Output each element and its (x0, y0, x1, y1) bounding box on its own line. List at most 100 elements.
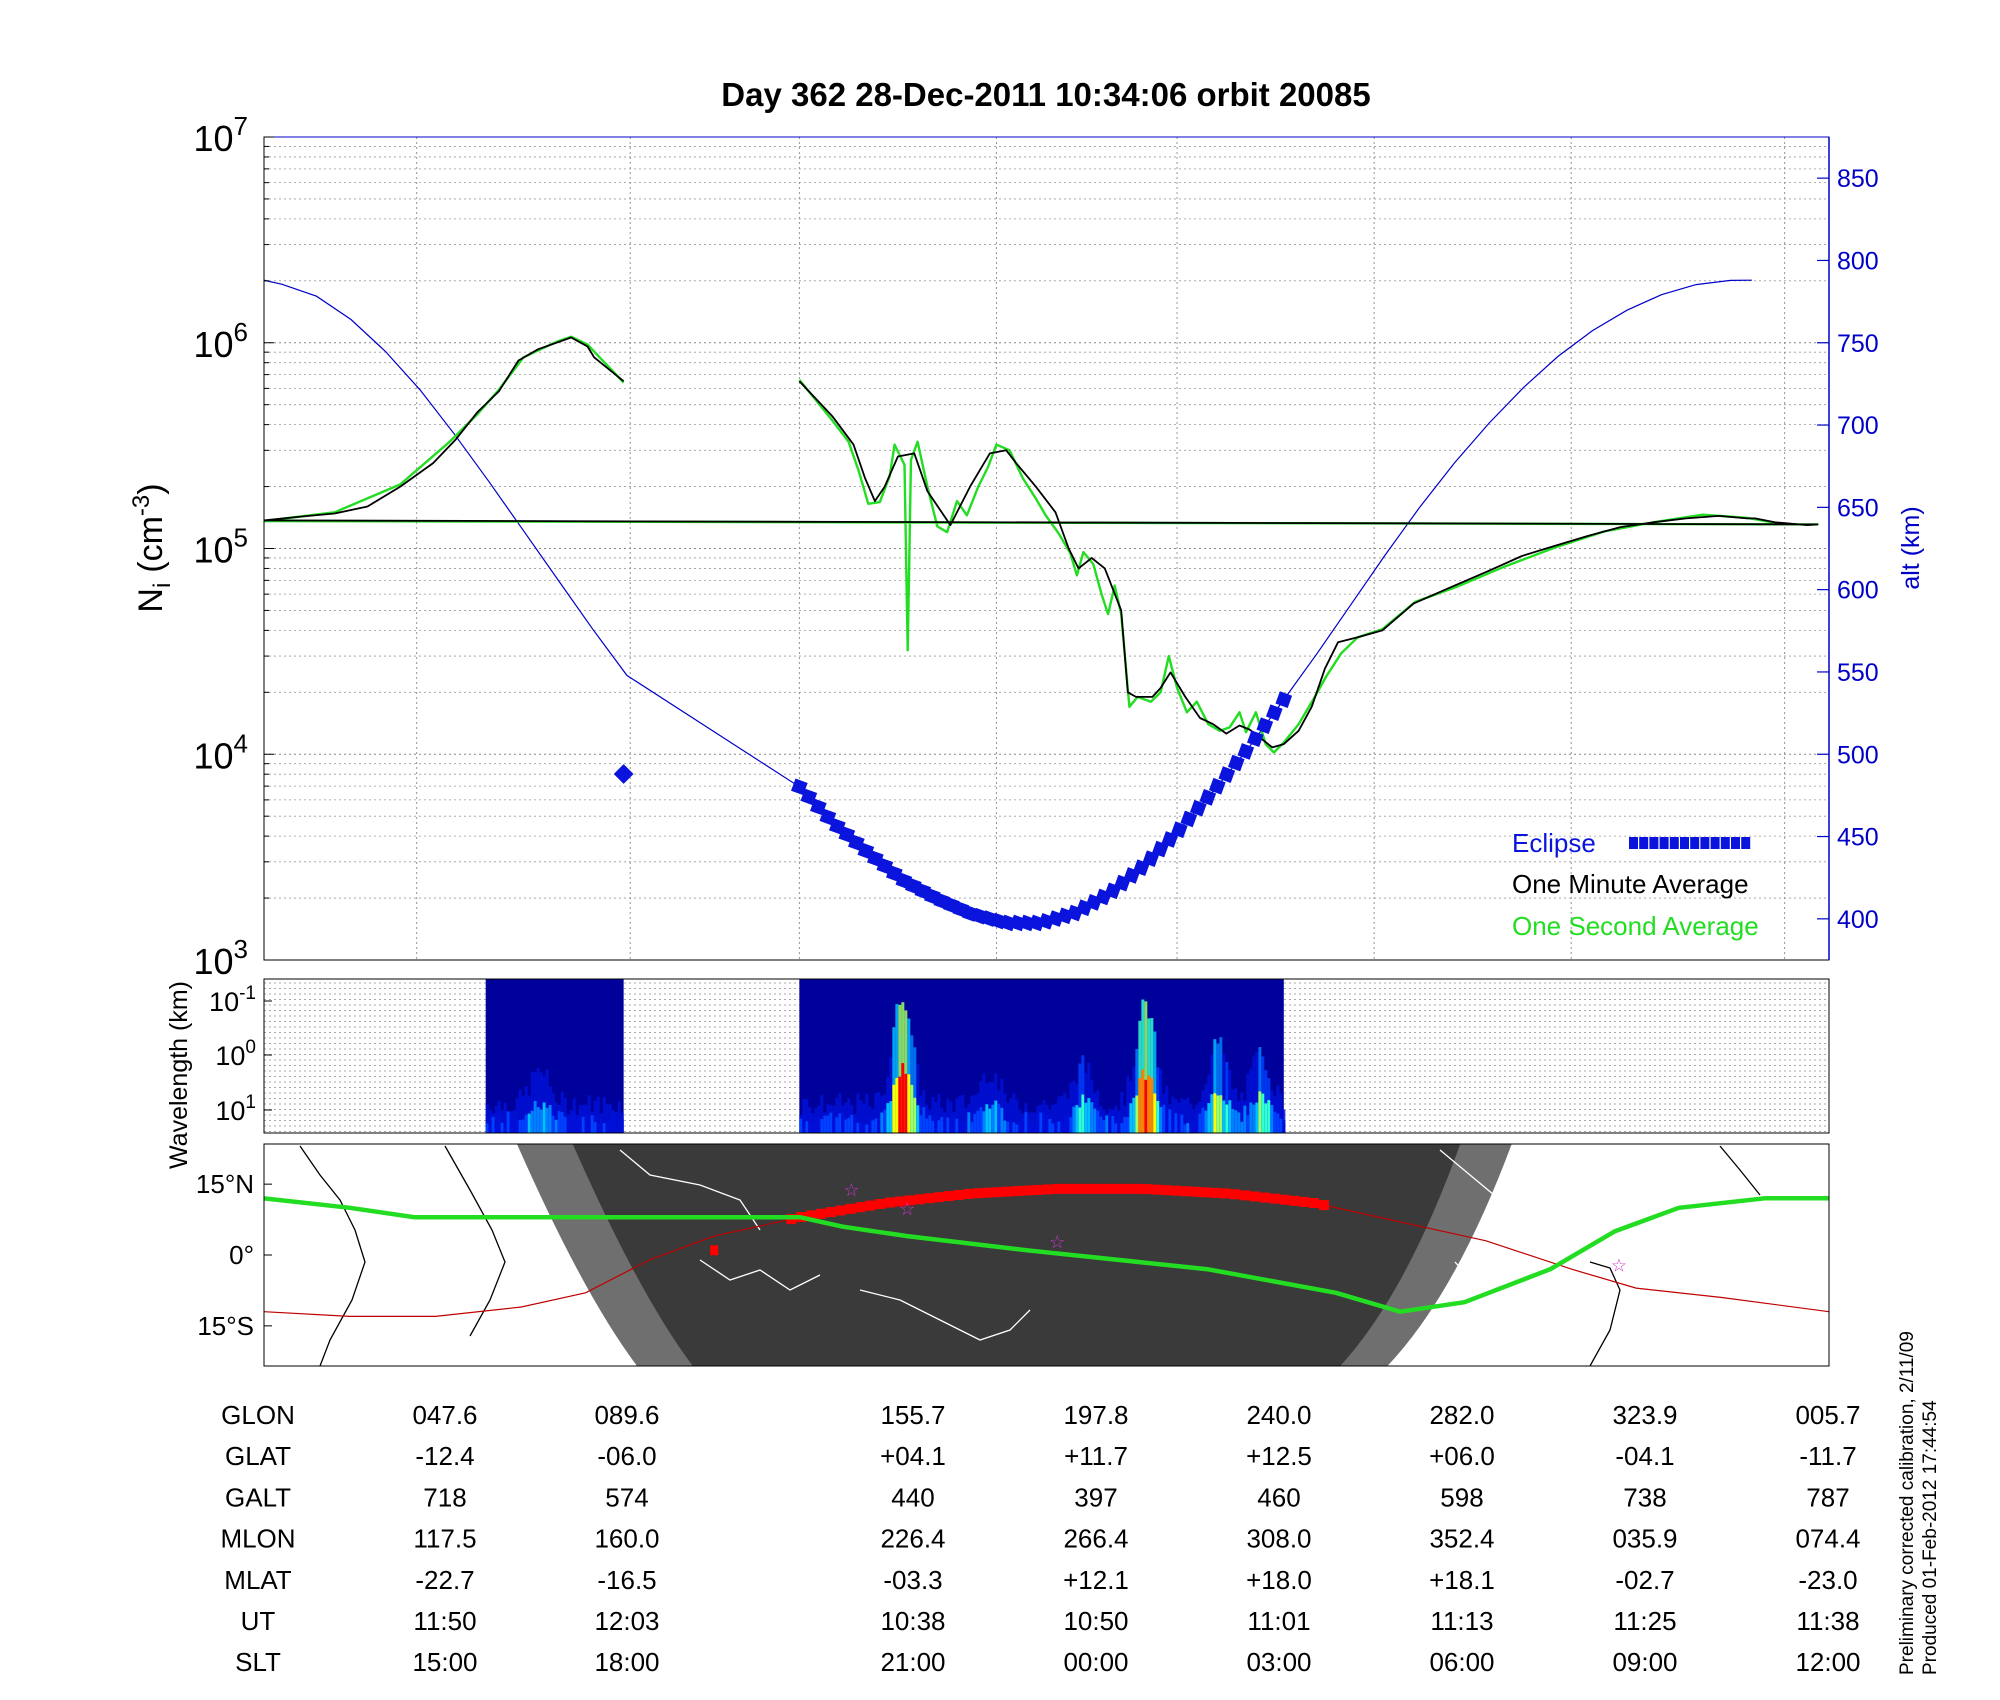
spectrogram-column-core (1252, 1104, 1256, 1133)
spectrogram-column-core (1150, 1077, 1154, 1133)
spectrogram-column-core (488, 1117, 492, 1133)
density-y-axis-label: Ni (cm-3) (128, 483, 176, 612)
table-cell: 11:01 (1247, 1606, 1310, 1636)
spectrogram-column (946, 1098, 950, 1133)
legend-eclipse-marker (1669, 837, 1679, 849)
spectrogram-column-core (820, 1119, 824, 1133)
eclipse-track-marker (1318, 1200, 1329, 1211)
spectrogram-column-core (1027, 1123, 1031, 1133)
spectrogram-column (877, 1092, 881, 1133)
y2-tick-label: 400 (1837, 906, 1879, 934)
spectrogram-column-core (1192, 1120, 1196, 1133)
spectrogram-column (554, 1102, 558, 1133)
spectrogram-column (1252, 1056, 1256, 1133)
spectrogram-column-core (515, 1121, 519, 1133)
table-cell: -02.7 (1615, 1565, 1674, 1595)
spectrogram-column (497, 1100, 501, 1133)
spectrogram-column-core (524, 1114, 528, 1133)
eclipse-track-marker (1190, 1186, 1201, 1197)
spectrogram-column (587, 1095, 591, 1133)
star-marker: ☆ (1049, 1232, 1065, 1252)
spectrogram-column (910, 1035, 914, 1133)
spectrogram-column-core (853, 1118, 857, 1133)
legend-eclipse-marker (1680, 837, 1689, 849)
spectrogram-column (617, 1101, 621, 1133)
spectrogram-column (970, 1095, 974, 1133)
eclipse-track-marker (1072, 1183, 1083, 1194)
spectrogram-column-core (1111, 1115, 1115, 1133)
eclipse-track-marker (885, 1197, 895, 1208)
eclipse-track-marker (815, 1208, 826, 1219)
spectrogram-column (1246, 1073, 1250, 1133)
spectrogram-column (1153, 1031, 1157, 1133)
y-tick-label: 105 (193, 523, 248, 571)
spectrogram-column (1027, 1113, 1031, 1133)
spectrogram-column-core (940, 1117, 944, 1133)
spectrogram-column-core (907, 1074, 911, 1133)
eclipse-track-marker (1309, 1197, 1320, 1208)
eclipse-track-marker (1240, 1190, 1251, 1201)
spectrogram-column (955, 1098, 959, 1133)
y-tick-base: 10 (193, 118, 233, 159)
spectrogram-column-core (1123, 1116, 1127, 1133)
eclipse-track-marker (993, 1187, 1004, 1198)
ylabel-sub: i (149, 583, 176, 588)
eclipse-marker (1161, 831, 1179, 848)
eclipse-marker (1180, 810, 1198, 828)
spectrogram-column (1015, 1099, 1019, 1133)
table-cell: -16.5 (597, 1565, 656, 1595)
spectrogram-column (820, 1095, 824, 1133)
legend-one-minute-average: One Minute Average (1512, 869, 1749, 899)
spectrogram-column-core (1018, 1120, 1022, 1133)
table-cell: 10:50 (1063, 1606, 1128, 1636)
spectrogram-column-core (1189, 1119, 1193, 1133)
spectrogram-column-core (494, 1114, 498, 1133)
spectrogram-column-core (973, 1113, 977, 1133)
eclipse-track-marker (1013, 1186, 1024, 1197)
eclipse-track-marker (1200, 1187, 1211, 1198)
spectrogram-column-core (503, 1122, 507, 1133)
spectrogram-column (1144, 1001, 1148, 1133)
table-row-label: MLON (220, 1524, 295, 1554)
night-region (572, 1144, 1461, 1366)
eclipse-track-marker (1131, 1183, 1142, 1194)
table-cell: +12.5 (1246, 1441, 1312, 1471)
spectrogram-column-core (889, 1101, 893, 1133)
spectrogram-tick-exp: -1 (239, 983, 256, 1004)
spectrogram-column (485, 1104, 489, 1133)
table-row-label: GALT (225, 1482, 291, 1512)
spectrogram-column-core (572, 1111, 576, 1133)
eclipse-track-marker (914, 1194, 925, 1205)
eclipse-track-marker (954, 1189, 965, 1200)
table-cell: 282.0 (1429, 1400, 1494, 1430)
eclipse-track-marker (1042, 1184, 1053, 1195)
spectrogram-column (904, 1010, 908, 1133)
spectrogram-column-core (997, 1103, 1001, 1133)
table-cell: +06.0 (1429, 1441, 1495, 1471)
spectrogram-tick-label: 10-1 (209, 983, 256, 1017)
spectrogram-column-core (1243, 1105, 1247, 1133)
eclipse-track-marker (1299, 1196, 1310, 1207)
spectrogram-column (1069, 1082, 1073, 1133)
spectrogram-column-core (1000, 1107, 1004, 1133)
spectrogram-column-core (970, 1121, 974, 1133)
spectrogram-column-core (590, 1115, 594, 1133)
eclipse-track-marker (1170, 1185, 1181, 1196)
eclipse-marker (1142, 850, 1160, 868)
y2-tick-label: 750 (1837, 330, 1879, 358)
spectrogram-column-core (865, 1124, 869, 1133)
legend-eclipse-marker (1720, 837, 1730, 849)
spectrogram-column-core (910, 1084, 914, 1133)
spectrogram-column (958, 1095, 962, 1133)
spectrogram-column-core (497, 1118, 501, 1133)
spectrogram-column-core (1009, 1119, 1013, 1133)
eclipse-track-marker (934, 1192, 945, 1203)
spectrogram-column-core (808, 1112, 812, 1133)
eclipse-track-marker (1003, 1186, 1014, 1197)
spectrogram-column-core (1024, 1111, 1028, 1133)
eclipse-track-marker (924, 1193, 935, 1204)
spectrogram-column (1240, 1092, 1244, 1133)
table-cell: 11:13 (1430, 1606, 1493, 1636)
spectrogram-column (539, 1072, 543, 1133)
map-content: ☆ ☆ ☆ ☆ (264, 1144, 1829, 1366)
